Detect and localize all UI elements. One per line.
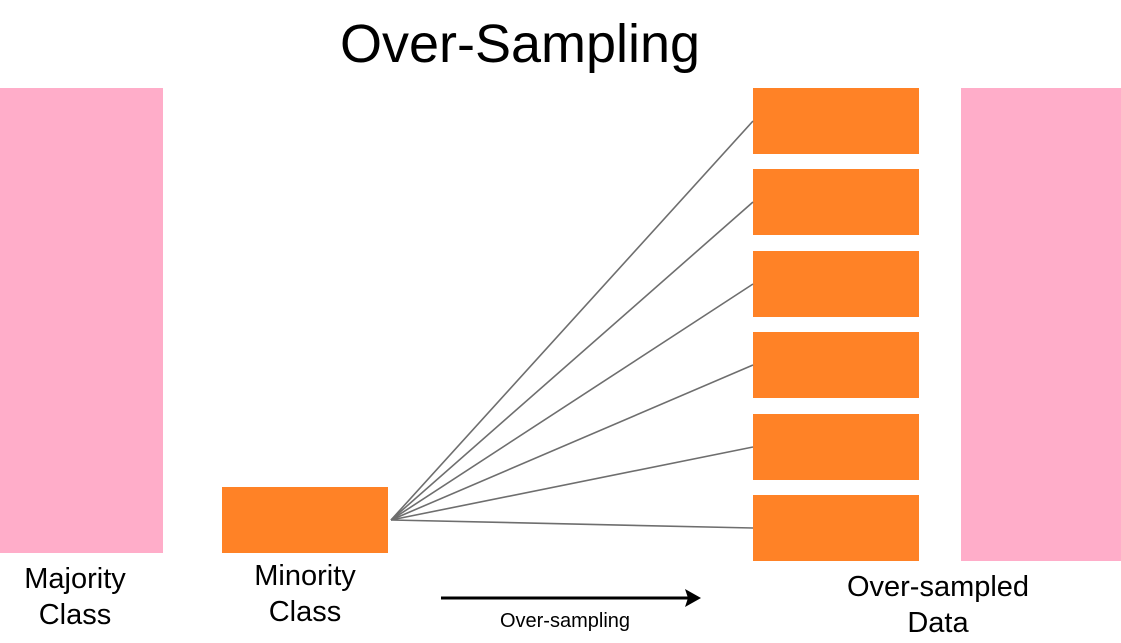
minority-class-label-line1: Minority <box>254 560 356 592</box>
majority-class-label-line2: Class <box>38 599 112 631</box>
minority-class-block <box>222 487 388 553</box>
minority-class-label: Minority Class <box>222 558 388 630</box>
fan-lines <box>390 120 754 529</box>
arrow-head <box>685 589 701 607</box>
fan-line-1 <box>390 120 754 521</box>
over-sampling-arrow <box>441 589 701 607</box>
diagram-title: Over-Sampling <box>339 14 701 74</box>
oversampled-copy-4 <box>753 332 919 398</box>
oversampled-data-label-line2: Data <box>907 607 969 639</box>
majority-class-label: Majority Class <box>0 561 150 633</box>
oversampled-copy-6 <box>753 495 919 561</box>
oversampled-copy-2 <box>753 169 919 235</box>
oversampled-majority-block <box>961 88 1121 561</box>
oversampled-data-label: Over-sampled Data <box>810 569 1066 641</box>
majority-class-block <box>0 88 163 553</box>
oversampled-copy-5 <box>753 414 919 480</box>
minority-class-label-line2: Class <box>268 596 342 628</box>
oversampled-copy-3 <box>753 251 919 317</box>
fan-line-2 <box>390 201 754 521</box>
majority-class-label-line1: Majority <box>24 563 126 595</box>
fan-line-3 <box>390 283 754 521</box>
fan-line-6 <box>390 519 754 529</box>
oversampled-copy-1 <box>753 88 919 154</box>
fan-line-4 <box>390 364 754 521</box>
oversampled-data-label-line1: Over-sampled <box>846 571 1030 603</box>
fan-line-5 <box>390 446 754 521</box>
arrow-label: Over-sampling <box>499 610 631 632</box>
